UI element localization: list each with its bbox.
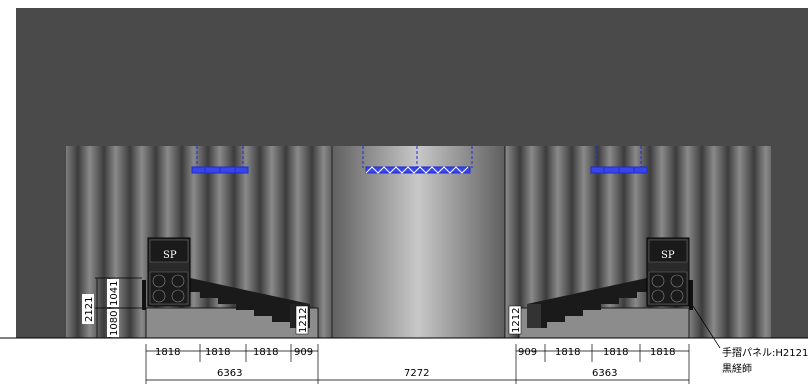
dim-lower-height: 1080 (109, 311, 120, 336)
dim-right-total: 6363 (592, 368, 617, 379)
right-step-height: 1212 (511, 308, 522, 333)
left-truss (191, 146, 249, 174)
dimension-chain (145, 344, 690, 384)
center-truss (362, 146, 473, 174)
dim-l2: 1818 (205, 347, 230, 358)
dim-center-total: 7272 (404, 368, 429, 379)
dim-l3: 1818 (253, 347, 278, 358)
dim-r4: 1818 (650, 347, 675, 358)
dim-r1: 909 (518, 347, 537, 358)
right-speaker-label: SP (661, 250, 675, 261)
right-truss (590, 146, 648, 174)
annotation-line1: 手摺パネル:H2121 (722, 346, 808, 359)
left-stand (142, 278, 319, 339)
left-speaker: SP (147, 237, 191, 307)
center-panel (332, 146, 504, 338)
annotation-leader (692, 305, 721, 349)
right-stand (518, 278, 693, 339)
dim-l4: 909 (294, 347, 313, 358)
left-speaker-label: SP (163, 250, 177, 261)
dim-r3: 1818 (603, 347, 628, 358)
left-step-height: 1212 (298, 308, 309, 333)
dim-r2: 1818 (555, 347, 580, 358)
dim-l1: 1818 (155, 347, 180, 358)
dim-left-total: 6363 (217, 368, 242, 379)
dim-total-height: 2121 (84, 297, 95, 322)
right-speaker: SP (646, 237, 690, 307)
annotation-line2: 黒経師 (722, 362, 752, 375)
dim-upper-height: 1041 (109, 281, 120, 306)
